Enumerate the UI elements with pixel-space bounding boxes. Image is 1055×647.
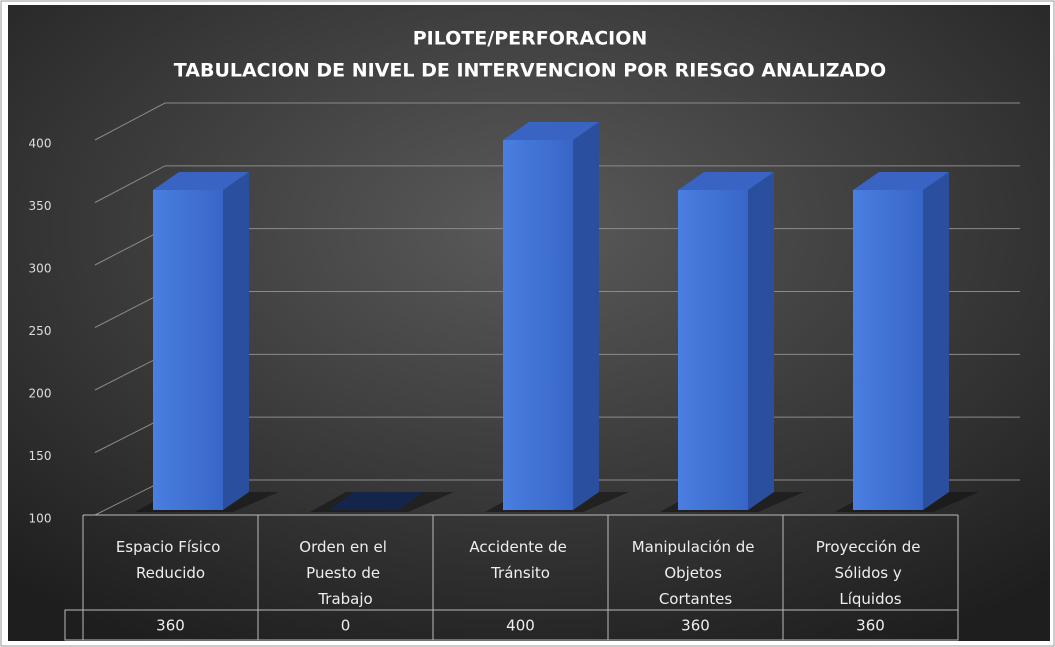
data-table-value: 360 [856, 617, 885, 635]
x-tick-label: Espacio Físico Reducido [116, 538, 225, 582]
data-table-value: 400 [506, 617, 535, 635]
chart-subtitle: TABULACION DE NIVEL DE INTERVENCION POR … [174, 60, 886, 82]
y-tick-label: 350 [29, 199, 52, 213]
bar-front [678, 190, 748, 510]
table-value-row [64, 609, 959, 641]
bar-side [573, 122, 599, 510]
x-tick-label: Manipulación de Objetos Cortantes [632, 538, 760, 608]
x-tick-label: Proyección de Sólidos y Líquidos [816, 538, 926, 608]
x-tick-label: Accidente de Tránsito [469, 538, 571, 582]
data-table-value: 360 [681, 617, 710, 635]
bar-front [503, 140, 573, 510]
bar [853, 172, 949, 510]
bar-side [748, 172, 774, 510]
bar-side [223, 172, 249, 510]
bar [678, 172, 774, 510]
grid-line [94, 165, 1020, 203]
y-tick-label: 250 [29, 324, 52, 338]
bar-front [853, 190, 923, 510]
y-tick-label: 300 [29, 262, 52, 276]
grid-line [94, 102, 1020, 141]
bar-top [853, 172, 949, 190]
bar-front [153, 190, 223, 510]
bar-top [678, 172, 774, 190]
bar [328, 492, 424, 510]
plot: 100 150 200 250 300 350 400 Espacio Físico Redu… [29, 102, 1020, 641]
y-tick-label: 400 [29, 137, 52, 151]
chart-title: PILOTE/PERFORACION [413, 28, 648, 50]
bar [503, 122, 599, 510]
y-tick-label: 150 [29, 449, 52, 463]
data-table-value: 0 [341, 617, 351, 635]
bar-side [923, 172, 949, 510]
x-tick-label: Orden en el Puesto de Trabajo [299, 538, 391, 608]
bar-top [153, 172, 249, 190]
y-tick-label: 200 [29, 387, 52, 401]
bar [153, 172, 249, 510]
bar-top [328, 492, 424, 510]
bar-top [503, 122, 599, 140]
data-table-value: 360 [156, 617, 185, 635]
y-tick-label: 100 [29, 512, 52, 526]
